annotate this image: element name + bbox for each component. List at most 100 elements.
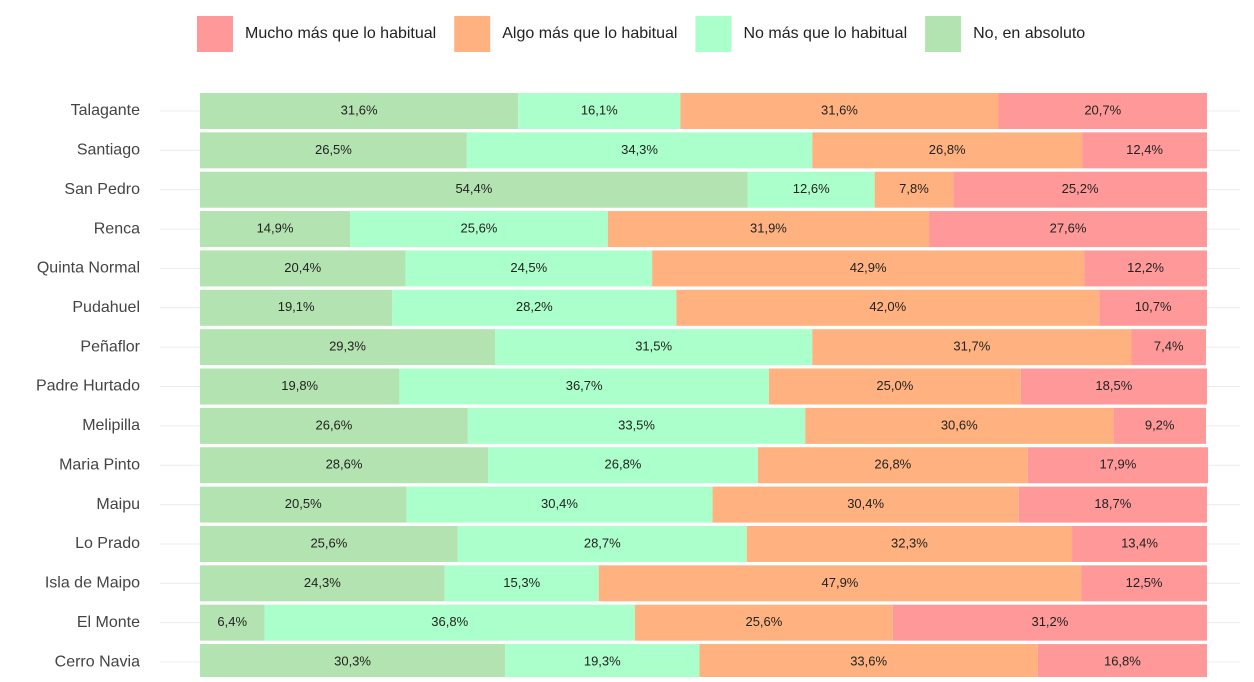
- data-label: 26,8%: [605, 457, 642, 472]
- bar-segment: [746, 525, 1073, 562]
- bar-segment: [392, 289, 677, 326]
- data-label: 16,8%: [1104, 653, 1141, 668]
- data-label: 19,3%: [584, 653, 621, 668]
- bar-segment: [457, 525, 747, 562]
- data-label: 16,1%: [581, 102, 618, 117]
- bar-segment: [1027, 447, 1209, 484]
- data-label: 26,8%: [929, 142, 966, 157]
- bar-segment: [1113, 407, 1206, 444]
- data-label: 31,2%: [1031, 614, 1068, 629]
- bar-segment: [998, 93, 1207, 129]
- data-label: 14,9%: [257, 221, 294, 236]
- legend-label: No, en absoluto: [973, 25, 1085, 42]
- bar-segment: [699, 644, 1038, 681]
- bar-segment: [607, 211, 930, 248]
- bar-segment: [874, 171, 954, 208]
- bar-segment: [200, 329, 496, 366]
- bar-segment: [929, 211, 1207, 248]
- y-tick-label: San Pedro: [64, 181, 140, 198]
- data-label: 24,5%: [510, 260, 547, 275]
- bar-segment: [747, 171, 875, 208]
- data-label: 7,8%: [899, 181, 929, 196]
- bar-segment: [812, 329, 1132, 366]
- y-tick-label: Quinta Normal: [37, 260, 140, 277]
- data-label: 25,2%: [1062, 181, 1099, 196]
- data-label: 31,9%: [750, 221, 787, 236]
- bar-segment: [200, 644, 506, 681]
- y-tick-label: Lo Prado: [75, 535, 140, 552]
- bar-segment: [1081, 565, 1207, 602]
- bar-segment: [805, 407, 1114, 444]
- bar-segment: [712, 486, 1019, 523]
- bar-segment: [200, 250, 406, 287]
- bar-segment: [1037, 644, 1207, 681]
- data-label: 47,9%: [822, 575, 859, 590]
- data-label: 31,5%: [635, 339, 672, 354]
- data-label: 32,3%: [891, 535, 928, 550]
- data-label: 12,4%: [1126, 142, 1163, 157]
- bar-segment: [505, 644, 700, 681]
- bar-segment: [518, 93, 681, 129]
- data-label: 18,7%: [1094, 496, 1131, 511]
- y-tick-label: Melipilla: [82, 417, 140, 434]
- data-label: 18,5%: [1095, 378, 1132, 393]
- bar-segment: [200, 486, 407, 523]
- y-tick-label: Talagante: [71, 102, 140, 119]
- y-tick-label: Maipu: [96, 496, 140, 513]
- data-label: 33,5%: [618, 417, 655, 432]
- data-label: 19,8%: [281, 378, 318, 393]
- data-label: 36,7%: [566, 378, 603, 393]
- data-label: 17,9%: [1099, 457, 1136, 472]
- data-label: 26,8%: [874, 457, 911, 472]
- bar-segment: [406, 486, 713, 523]
- data-label: 30,6%: [941, 417, 978, 432]
- bar-segment: [768, 368, 1021, 405]
- bar-segment: [488, 447, 758, 484]
- y-tick-label: Peñaflor: [80, 338, 140, 355]
- data-label: 34,3%: [621, 142, 658, 157]
- legend-swatch: [925, 16, 962, 52]
- bar-segment: [200, 368, 400, 405]
- bar-segment: [598, 565, 1082, 602]
- data-label: 33,6%: [850, 653, 887, 668]
- data-label: 25,6%: [745, 614, 782, 629]
- bar-segment: [200, 447, 489, 484]
- bar-segment: [200, 289, 393, 326]
- y-tick-label: Santiago: [77, 142, 140, 159]
- bar-segment: [812, 132, 1083, 169]
- y-tick-label: Maria Pinto: [59, 456, 140, 473]
- data-label: 24,3%: [304, 575, 341, 590]
- bar-segment: [1082, 132, 1207, 169]
- data-label: 31,6%: [821, 102, 858, 117]
- data-label: 25,0%: [876, 378, 913, 393]
- y-tick-label: Cerro Navia: [55, 653, 140, 670]
- bar-segment: [635, 604, 893, 641]
- bar-segment: [652, 250, 1085, 287]
- bar-segment: [200, 171, 748, 208]
- legend-swatch: [454, 16, 491, 52]
- data-label: 6,4%: [217, 614, 247, 629]
- data-label: 26,5%: [315, 142, 352, 157]
- bar-segment: [200, 211, 351, 248]
- data-label: 36,8%: [431, 614, 468, 629]
- y-tick-label: Renca: [94, 220, 140, 237]
- bar-segment: [200, 93, 519, 129]
- bar-segment: [264, 604, 636, 641]
- y-tick-label: Isla de Maipo: [45, 575, 140, 592]
- bar-segment: [1020, 368, 1207, 405]
- data-label: 30,4%: [541, 496, 578, 511]
- bar-segment: [467, 407, 806, 444]
- data-label: 29,3%: [329, 339, 366, 354]
- bar-segment: [399, 368, 769, 405]
- data-label: 25,6%: [310, 535, 347, 550]
- data-label: 20,7%: [1084, 102, 1121, 117]
- legend-label: Algo más que lo habitual: [502, 25, 677, 42]
- data-label: 13,4%: [1121, 535, 1158, 550]
- bar-segment: [953, 171, 1207, 208]
- data-label: 27,6%: [1050, 221, 1087, 236]
- data-label: 42,9%: [850, 260, 887, 275]
- y-tick-label: Pudahuel: [72, 299, 140, 316]
- data-label: 19,1%: [278, 299, 315, 314]
- y-tick-label: El Monte: [77, 614, 140, 631]
